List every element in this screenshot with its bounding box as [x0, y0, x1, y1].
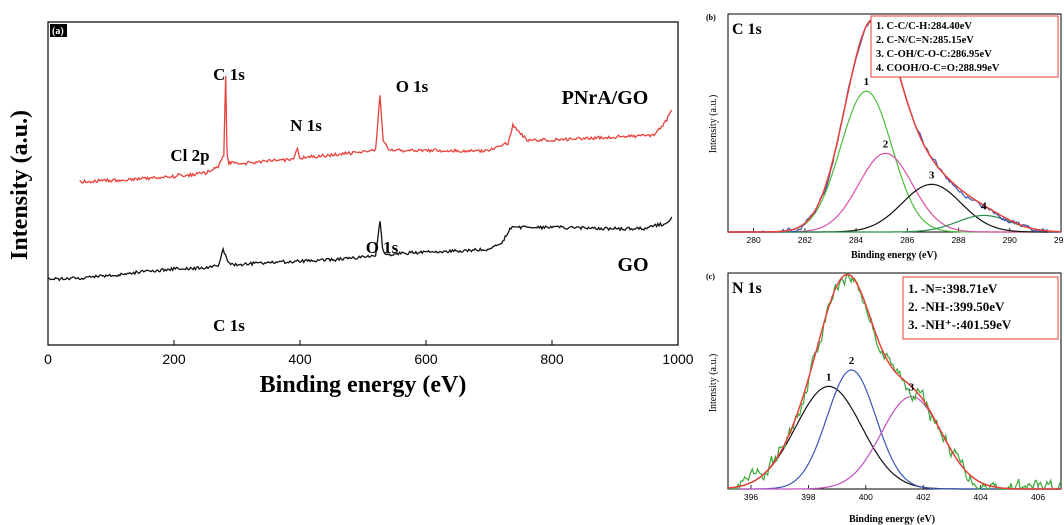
b-tick-label: 286	[900, 235, 914, 245]
panel-a-tick-label: 400	[288, 351, 312, 367]
c-tick-label: 404	[974, 492, 988, 502]
c-component-1	[727, 385, 1061, 490]
panel-c-title: N 1s	[732, 280, 762, 297]
panel-b-tag: (b)	[706, 13, 716, 22]
b-tick-label: 280	[747, 235, 761, 245]
b-tick-label: 290	[1003, 235, 1017, 245]
panel-a-tick-label: 200	[162, 351, 186, 367]
panel-a-tick-label: 0	[44, 351, 52, 367]
c-tick-label: 406	[1031, 492, 1045, 502]
c-tick-label: 398	[801, 492, 815, 502]
c-tick-label: 396	[744, 492, 758, 502]
panel-a-tag: (a)	[52, 26, 64, 37]
c-peak-label-2: 2	[849, 355, 855, 367]
panel-a-tick-label: 600	[414, 351, 438, 367]
b-component-3	[728, 183, 1061, 233]
panel-b-peak-labels: 1 2 3 4	[864, 76, 988, 212]
panel-b-legend-item: 2. C-N/C=N:285.15eV	[876, 35, 974, 46]
panel-c-peak-labels: 1 2 3	[826, 355, 915, 394]
annotation-o1s-go: O 1s	[366, 238, 399, 257]
series-label-pnra-go: PNrA/GO	[562, 87, 649, 109]
panel-a-ticks: 0 200 400 600 800 1000	[44, 340, 694, 367]
panel-c-legend-item: 1. -N=:398.71eV	[908, 281, 998, 296]
annotation-c1s-go: C 1s	[213, 316, 245, 335]
panel-b-legend-item: 1. C-C/C-H:284.40eV	[876, 21, 972, 32]
panel-c-frame	[727, 272, 1062, 490]
b-peak-label-3: 3	[929, 169, 935, 181]
panel-b-legend-item: 3. C-OH/C-O-C:286.95eV	[876, 49, 992, 60]
b-tick-label: 292	[1054, 235, 1064, 245]
panel-c: (c) N 1s 396 398 400 402 404 406 1 2 3 1. -N=:3…	[706, 271, 1062, 525]
panel-b-title: C 1s	[732, 21, 762, 38]
panel-c-legend	[902, 276, 1059, 340]
panel-b-xlabel: Binding energy (eV)	[851, 250, 937, 261]
panel-b-legend	[870, 15, 1059, 78]
series-label-go: GO	[617, 254, 648, 276]
b-tick-label: 284	[849, 235, 863, 245]
panel-a-xlabel: Binding energy (eV)	[260, 372, 467, 398]
panel-b-ticks: 280 282 284 286 288 290 292	[747, 228, 1064, 245]
panel-a-tick-label: 800	[540, 351, 564, 367]
c-peak-label-1: 1	[826, 371, 832, 383]
panel-a-ylabel: Intensity (a.u.)	[7, 110, 33, 260]
panel-c-xlabel: Binding energy (eV)	[849, 514, 935, 525]
c-tick-label: 400	[859, 492, 873, 502]
panel-b: (b) C 1s 280 282 284 286 288 290 292 1 2 3 4 1. C…	[706, 13, 1064, 261]
b-peak-label-2: 2	[883, 138, 889, 150]
annotation-o1s-pnra: O 1s	[396, 77, 429, 96]
panel-a-tag-bg	[50, 24, 67, 37]
panel-c-ylabel: Intensity (a.u.)	[708, 354, 719, 413]
series-line-pnra-go	[79, 75, 673, 184]
panel-c-legend-item: 3. -NH⁺-:401.59eV	[908, 317, 1012, 332]
b-tick-label: 282	[798, 235, 812, 245]
annotation-n1s: N 1s	[290, 116, 322, 135]
c-peak-label-3: 3	[909, 382, 915, 394]
series-line-go	[47, 216, 673, 282]
panel-c-legend-item: 2. -NH-:399.50eV	[908, 299, 1005, 314]
panel-a-tick-label: 1000	[662, 351, 693, 367]
panel-c-curves	[727, 271, 1062, 491]
panel-c-tag: (c)	[706, 272, 715, 281]
panel-b-legend-item: 4. COOH/O-C=O:288.99eV	[876, 63, 1000, 74]
b-peak-label-1: 1	[864, 76, 870, 88]
b-peak-label-4: 4	[981, 200, 987, 212]
c-component-2	[728, 369, 1061, 490]
c-envelope-line	[727, 273, 1061, 490]
panel-a: (a) 0 200 400 600 800 1000 Cl 2p C 1s N 1s O …	[7, 21, 694, 398]
panel-a-frame	[47, 21, 679, 346]
panel-b-ylabel: Intensity (a.u.)	[708, 95, 719, 154]
b-tick-label: 288	[951, 235, 965, 245]
annotation-c1s-pnra: C 1s	[213, 65, 245, 84]
annotation-cl2p: Cl 2p	[170, 146, 209, 165]
c-tick-label: 402	[916, 492, 930, 502]
b-component-4	[728, 214, 1061, 233]
